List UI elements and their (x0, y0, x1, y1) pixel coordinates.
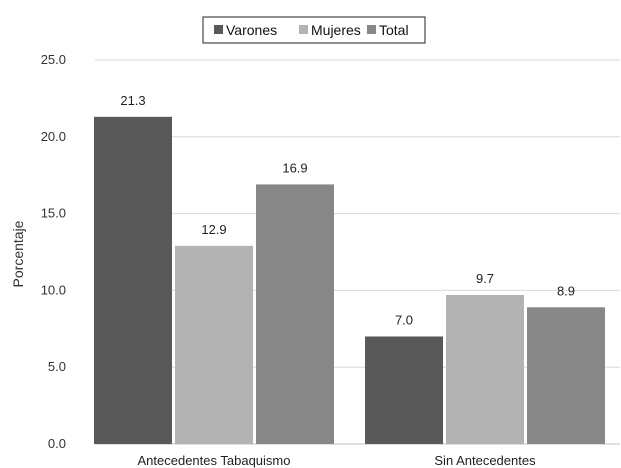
legend-swatch-varones (214, 25, 223, 34)
bars (94, 116, 605, 444)
legend-label-varones: Varones (226, 22, 277, 38)
bar-mujeres-1 (175, 245, 253, 444)
y-tick-label: 15.0 (41, 206, 66, 221)
data-labels: 21.3 12.9 16.9 7.0 9.7 8.9 (120, 93, 575, 328)
bar-total-1 (256, 184, 334, 444)
y-tick-label: 10.0 (41, 282, 66, 297)
y-tick-label: 20.0 (41, 129, 66, 144)
data-label: 16.9 (282, 160, 307, 175)
data-label: 8.9 (557, 283, 575, 298)
x-category-label: Antecedentes Tabaquismo (138, 453, 291, 468)
bar-mujeres-2 (446, 295, 524, 444)
legend: Varones Mujeres Total (202, 16, 426, 44)
y-tick-label: 25.0 (41, 52, 66, 67)
legend-box (202, 16, 426, 44)
x-axis-categories: Antecedentes Tabaquismo Sin Antecedentes (138, 453, 537, 468)
legend-swatch-total (367, 25, 376, 34)
bar-varones-1 (94, 116, 172, 444)
y-tick-label: 5.0 (48, 359, 66, 374)
legend-label-mujeres: Mujeres (311, 22, 361, 38)
data-label: 21.3 (120, 93, 145, 108)
legend-label-total: Total (379, 22, 409, 38)
data-label: 7.0 (395, 312, 413, 327)
data-label: 12.9 (201, 222, 226, 237)
y-tick-label: 0.0 (48, 436, 66, 451)
bar-varones-2 (365, 336, 443, 444)
y-axis-label: Porcentaje (10, 220, 26, 287)
data-label: 9.7 (476, 271, 494, 286)
legend-swatch-mujeres (299, 25, 308, 34)
bar-total-2 (527, 307, 605, 444)
y-axis-ticks: 0.0 5.0 10.0 15.0 20.0 25.0 (41, 52, 66, 451)
x-category-label: Sin Antecedentes (434, 453, 536, 468)
